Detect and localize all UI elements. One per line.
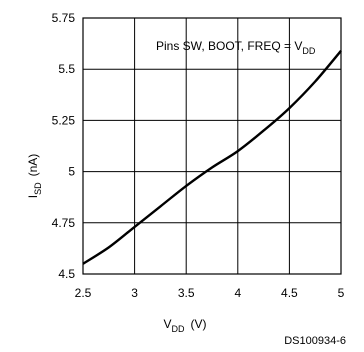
y-tick-labels: 4.5 4.75 5 5.25 5.5 5.75 <box>52 11 76 281</box>
y-axis-label-subscript: SD <box>33 182 43 195</box>
y-tick-label: 5.5 <box>58 62 75 76</box>
x-tick-label: 2.5 <box>75 286 92 300</box>
x-axis-label: VDD (V) <box>163 317 206 334</box>
y-tick-label: 4.75 <box>52 216 76 230</box>
figure-code: DS100934-6 <box>284 335 346 347</box>
annotation: Pins SW, BOOT, FREQ = VDD <box>156 39 316 56</box>
x-tick-label: 4.5 <box>281 286 298 300</box>
grid <box>82 17 342 275</box>
x-tick-label: 3 <box>131 286 138 300</box>
y-axis-label: ISD(nA) <box>26 154 43 199</box>
x-tick-labels: 2.5 3 3.5 4 4.5 5 <box>75 286 345 300</box>
x-tick-label: 5 <box>338 286 345 300</box>
x-tick-label: 4 <box>234 286 241 300</box>
y-tick-label: 4.5 <box>58 267 75 281</box>
x-tick-label: 3.5 <box>178 286 195 300</box>
series-line <box>82 50 342 265</box>
x-axis-label-subscript: DD <box>172 324 185 334</box>
y-tick-label: 5.25 <box>52 113 76 127</box>
annotation-subscript: DD <box>302 46 315 56</box>
plot-frame <box>82 17 342 275</box>
y-tick-label: 5 <box>68 165 75 179</box>
y-tick-label: 5.75 <box>52 11 76 25</box>
